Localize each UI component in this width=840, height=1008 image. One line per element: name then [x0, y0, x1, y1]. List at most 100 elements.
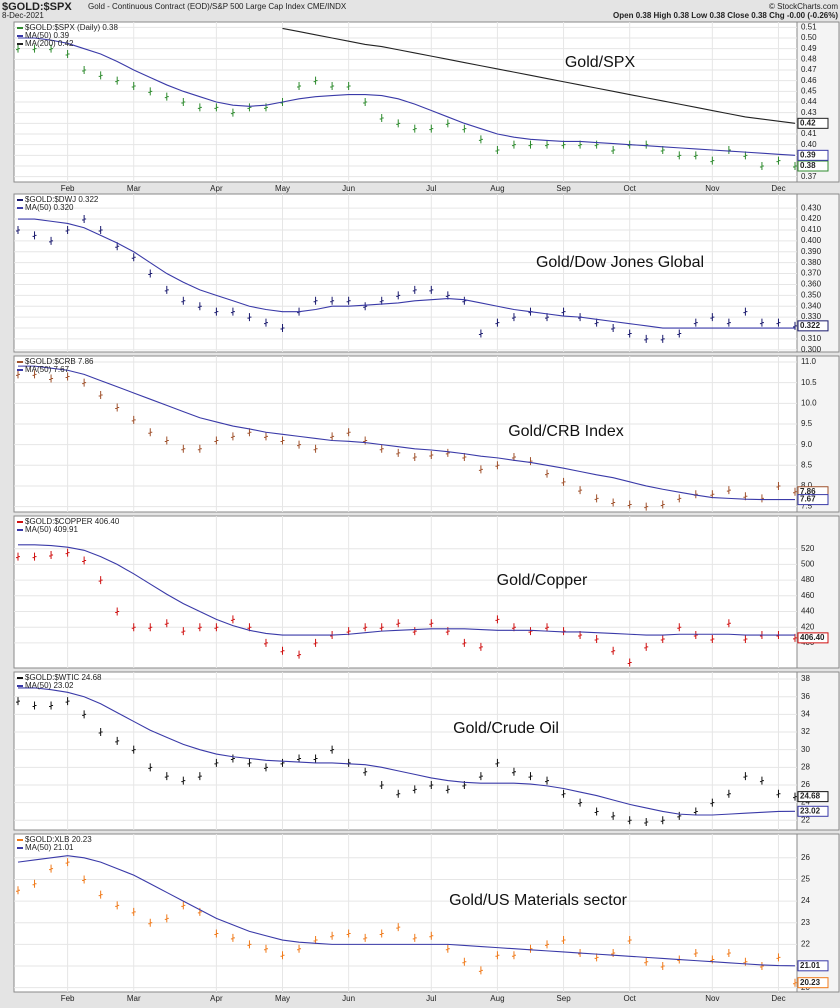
- price-bar: [594, 953, 599, 962]
- legend-label: $GOLD:$CRB 7.86: [25, 357, 94, 366]
- y-tick-label: 9.5: [801, 419, 813, 428]
- price-bar: [644, 334, 649, 343]
- y-tick-label: 0.45: [801, 86, 817, 95]
- price-bar: [677, 811, 682, 820]
- end-label: 0.38: [800, 161, 816, 170]
- price-bar: [677, 329, 682, 338]
- price-bar: [148, 87, 153, 96]
- price-bar: [429, 619, 434, 628]
- panel: [13, 193, 798, 353]
- price-bar: [181, 627, 186, 636]
- legend-label: MA(50) 7.67: [25, 365, 70, 374]
- date: 8-Dec-2021: [2, 11, 44, 20]
- price-bar: [627, 816, 632, 825]
- y-tick-label: 0.350: [801, 290, 822, 299]
- price-bar: [594, 318, 599, 327]
- price-bar: [49, 374, 54, 383]
- price-bar: [148, 918, 153, 927]
- price-bar: [545, 313, 550, 322]
- price-bar: [693, 631, 698, 640]
- price-bar: [65, 697, 70, 706]
- end-label-box: [797, 117, 829, 129]
- price-bar: [462, 957, 467, 966]
- price-bar: [131, 82, 136, 90]
- price-bar: [280, 758, 285, 767]
- price-bar: [495, 461, 500, 470]
- price-bar: [164, 772, 169, 781]
- price-bar: [776, 318, 781, 327]
- legend-label: MA(50) 0.320: [25, 203, 74, 212]
- price-bar: [793, 792, 797, 801]
- legend-label: MA(50) 409.91: [25, 525, 78, 534]
- y-tick-label: 22: [801, 815, 810, 824]
- y-tick-label: 0.300: [801, 345, 822, 354]
- price-bar: [660, 334, 665, 343]
- price-bar: [280, 951, 285, 960]
- y-tick-label: 10.0: [801, 398, 817, 407]
- price-bar: [478, 465, 483, 474]
- price-bar: [478, 966, 483, 975]
- price-bar: [412, 627, 417, 636]
- price-bar: [660, 962, 665, 971]
- price-bar: [230, 432, 235, 441]
- price-bar: [16, 697, 20, 706]
- price-bar: [297, 944, 302, 953]
- price-bar: [462, 453, 467, 462]
- price-bar: [115, 901, 120, 910]
- price-bar: [65, 225, 70, 234]
- y-tick-label: 0.37: [801, 172, 817, 181]
- y-tick-label: 440: [801, 607, 815, 616]
- price-bar: [396, 119, 401, 128]
- price-bar: [776, 481, 781, 490]
- price-bar: [693, 151, 698, 160]
- legend-label: MA(50) 23.02: [25, 681, 74, 690]
- price-bar: [545, 776, 550, 785]
- y-tick-label: 0.340: [801, 301, 822, 310]
- y-tick-label: 0.51: [801, 22, 817, 31]
- y-tick-label: 0.49: [801, 44, 817, 53]
- price-bar: [313, 638, 318, 647]
- panel-title: Gold/US Materials sector: [449, 892, 628, 909]
- price-bar: [561, 307, 566, 316]
- price-bar: [65, 50, 70, 58]
- y-tick-label: 26: [801, 780, 810, 789]
- price-bar: [396, 923, 401, 932]
- price-bar: [181, 901, 186, 910]
- price-bar: [115, 76, 120, 85]
- y-tick-label: 28: [801, 762, 810, 771]
- y-tick-label: 0.44: [801, 97, 817, 106]
- price-bar: [280, 436, 285, 445]
- legend-label: $GOLD:$DWJ 0.322: [25, 195, 99, 204]
- price-bar: [677, 494, 682, 503]
- x-tick-label: May: [275, 994, 290, 1003]
- price-bar: [197, 772, 202, 781]
- price-bar: [528, 140, 533, 149]
- price-bar: [511, 767, 516, 776]
- price-bar: [263, 318, 268, 327]
- y-tick-label: 0.43: [801, 108, 817, 117]
- price-bar: [429, 780, 434, 789]
- end-label-box: [797, 632, 829, 644]
- x-tick-label: Mar: [127, 994, 141, 1003]
- y-tick-label: 520: [801, 544, 815, 553]
- price-bar: [743, 772, 748, 781]
- legend-label: MA(200) 0.42: [25, 39, 74, 48]
- price-bar: [627, 329, 632, 338]
- price-bar: [148, 428, 153, 437]
- price-bar: [462, 124, 467, 133]
- panel-title: Gold/Dow Jones Global: [536, 254, 704, 271]
- price-bar: [462, 296, 467, 305]
- price-bar: [164, 436, 169, 445]
- price-bar: [230, 307, 235, 316]
- price-bar: [346, 296, 351, 305]
- x-tick-label: Sep: [556, 184, 571, 193]
- price-bar: [181, 444, 186, 453]
- price-bar: [82, 710, 87, 719]
- x-tick-label: Oct: [623, 994, 636, 1003]
- price-bar: [561, 789, 566, 798]
- y-tick-label: 0.390: [801, 247, 822, 256]
- price-bar: [578, 798, 583, 807]
- price-bar: [197, 302, 202, 311]
- price-bar: [363, 767, 368, 776]
- x-tick-label: Mar: [127, 184, 141, 193]
